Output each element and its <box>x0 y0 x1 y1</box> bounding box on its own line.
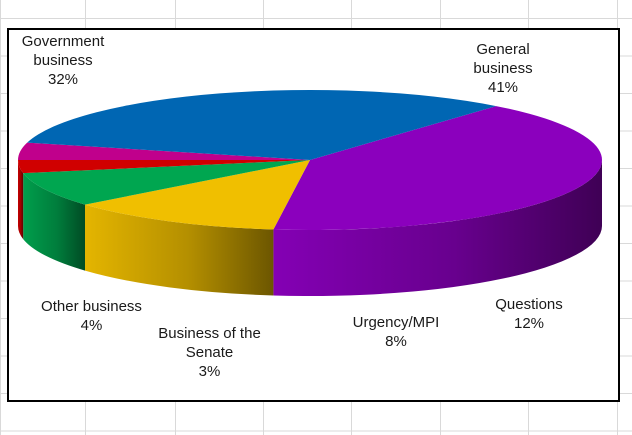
label-general-business: General business 41% <box>453 40 553 97</box>
pie-side-general-business <box>273 160 602 296</box>
label-government-business-value: 32% <box>47 71 79 88</box>
label-other-business-value: 4% <box>80 317 103 334</box>
label-business-of-the-senate: Business of the Senate 3% <box>147 324 272 381</box>
pie-tops <box>18 90 602 230</box>
label-other-business-name: Other business <box>41 298 142 315</box>
label-general-business-value: 41% <box>487 79 519 96</box>
pie-slice-questions[interactable] <box>85 160 310 230</box>
pie-sides <box>18 160 602 296</box>
pie-side-questions <box>85 204 274 296</box>
label-urgency-mpi-value: 8% <box>385 333 407 350</box>
label-business-of-the-senate-name: Business of the Senate <box>158 325 261 361</box>
label-urgency-mpi-name: Urgency/MPI <box>352 314 440 331</box>
pie-slice-business-of-the-senate[interactable] <box>18 160 310 174</box>
pie-side-urgency-mpi <box>23 173 86 271</box>
label-questions: Questions 12% <box>479 295 579 333</box>
label-government-business: Government business 32% <box>13 32 113 89</box>
pie-chart <box>18 90 602 296</box>
label-other-business: Other business 4% <box>29 297 154 335</box>
pie-slice-other-business[interactable] <box>18 142 310 160</box>
label-questions-name: Questions <box>495 296 563 313</box>
label-business-of-the-senate-value: 3% <box>198 363 221 380</box>
label-general-business-name: General business <box>473 41 533 77</box>
label-government-business-name: Government business <box>21 33 105 69</box>
pie-slice-government-business[interactable] <box>27 90 497 160</box>
pie-slice-urgency-mpi[interactable] <box>23 160 311 205</box>
chart-area[interactable]: Government business 32% General business… <box>7 28 620 402</box>
label-urgency-mpi: Urgency/MPI 8% <box>341 313 451 351</box>
pie-slice-general-business[interactable] <box>273 106 602 230</box>
pie-side-business-of-the-senate <box>18 160 24 240</box>
label-questions-value: 12% <box>513 315 545 332</box>
